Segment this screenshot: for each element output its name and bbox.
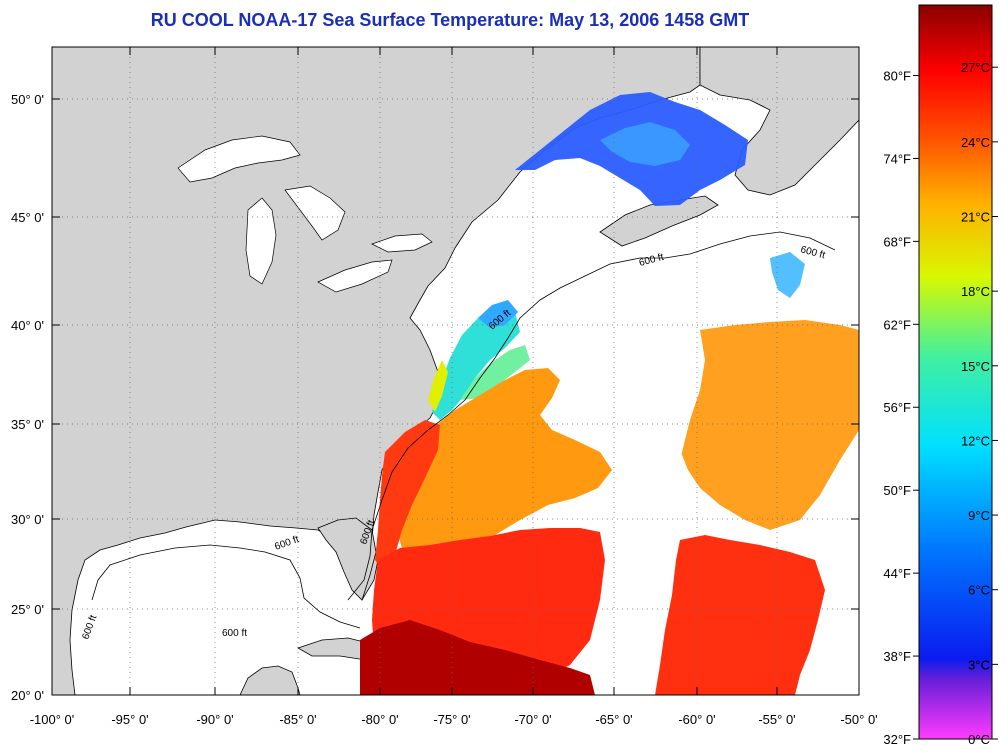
lon-tick-label: -85° 0' [279,712,316,727]
shelf-contour-600ft [91,231,836,629]
colorbar-fahrenheit-label: 38°F [883,649,911,664]
lat-tick-label: 25° 0' [11,602,44,617]
colorbar-celsius-label: 6°C [968,583,990,598]
lon-tick-label: -100° 0' [30,712,75,727]
sst-warm-darkred-south [360,620,595,695]
land-florida [317,517,377,601]
graticule [52,47,859,695]
colorbar-fahrenheit-label: 62°F [883,317,911,332]
contour-label-keys: 600 ft [222,628,247,639]
lon-tick-label: -50° 0' [840,712,877,727]
sst-gulf-stream-orange [395,368,612,556]
colorbar-celsius-label: 3°C [968,657,990,672]
colorbar-celsius-label: 12°C [961,433,990,448]
sst-shelf-cyan [432,305,520,420]
colorbar-celsius-label: 21°C [961,209,990,224]
land-nova-scotia [599,195,719,247]
sst-shelf-green [460,345,530,400]
sst-east-white-gap [600,330,690,695]
lon-tick-label: -65° 0' [595,712,632,727]
colorbar-ticks: 0°C 3°C 6°C 9°C 12°C 15°C 18°C 21°C 24°C 27°C 32°F… [883,60,998,747]
sst-gulf-stream-red [375,420,440,575]
colorbar-fahrenheit-label: 56°F [883,400,911,415]
lat-tick-label: 40° 0' [11,318,44,333]
map-title: RU COOL NOAA-17 Sea Surface Temperature:… [150,10,750,30]
colorbar-fahrenheit-label: 44°F [883,566,911,581]
colorbar-fahrenheit-label: 32°F [883,732,911,747]
lon-tick-label: -90° 0' [196,712,233,727]
land-yucatan [239,665,301,695]
lon-tick-label: -75° 0' [433,712,470,727]
lat-tick-label: 45° 0' [11,210,44,225]
sst-st-lawrence-light [600,122,690,166]
lat-tick-label: 35° 0' [11,417,44,432]
lat-tick-label: 30° 0' [11,512,44,527]
lake-michigan [245,197,277,285]
lat-tick-label: 20° 0' [11,688,44,703]
colorbar-fahrenheit-label: 74°F [883,151,911,166]
sst-shelf-yellow [428,360,448,412]
lon-tick-label: -80° 0' [361,712,398,727]
land-newfoundland [699,47,859,196]
sst-east-red [655,535,825,695]
lon-tick-label: -60° 0' [678,712,715,727]
colorbar [918,4,993,740]
colorbar-celsius-label: 18°C [961,284,990,299]
colorbar-celsius-label: 0°C [968,732,990,747]
lake-huron [284,185,346,241]
sst-gulf-maine-patch [770,252,805,298]
lake-erie [317,259,393,293]
sst-east-orange [680,320,859,530]
lat-tick-label: 50° 0' [11,92,44,107]
map-frame [51,46,860,696]
colorbar-celsius-label: 9°C [968,508,990,523]
sst-shelf-blue [478,300,518,328]
lon-tick-label: -55° 0' [758,712,795,727]
colorbar-celsius-label: 27°C [961,60,990,75]
colorbar-fahrenheit-label: 68°F [883,234,911,249]
lon-tick-label: -70° 0' [514,712,551,727]
colorbar-fahrenheit-label: 50°F [883,483,911,498]
lon-tick-label: -95° 0' [111,712,148,727]
axis-ticks: -100° 0' -95° 0' -90° 0' -85° 0' -80° 0' -75°… [11,47,878,727]
colorbar-celsius-label: 15°C [961,359,990,374]
colorbar-celsius-label: 24°C [961,135,990,150]
lake-superior [177,135,301,183]
colorbar-fahrenheit-label: 80°F [883,68,911,83]
lake-ontario [371,233,433,253]
